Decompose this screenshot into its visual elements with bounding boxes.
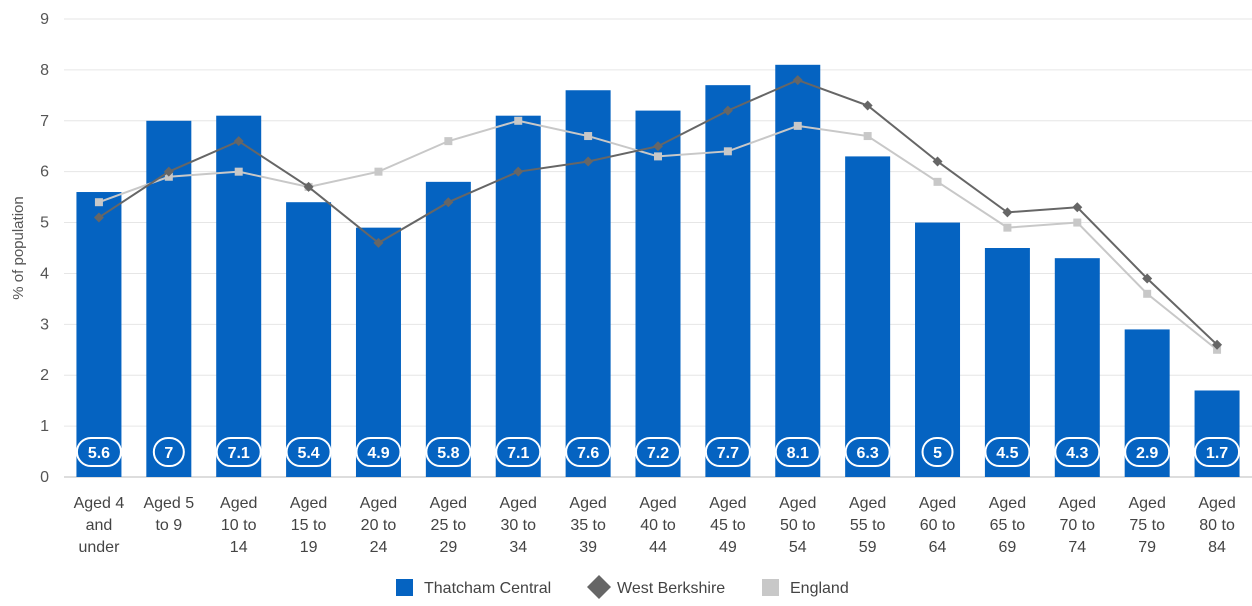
x-tick-label: Aged 4 and under (74, 495, 125, 556)
point-england (444, 137, 452, 145)
point-england (514, 117, 522, 125)
x-tick-label: Aged 30 to 34 (500, 495, 537, 556)
x-tick-label: Aged 15 to 19 (290, 495, 327, 556)
data-label: 7.1 (507, 445, 529, 462)
data-label: 5.8 (437, 445, 459, 462)
data-label: 7.7 (717, 445, 739, 462)
data-label: 5.4 (297, 445, 319, 462)
x-tick-label: Aged 10 to 14 (220, 495, 257, 556)
x-tick-label: Aged 80 to 84 (1198, 495, 1235, 556)
y-tick-label: 4 (40, 265, 49, 282)
y-tick-label: 8 (40, 62, 49, 79)
point-england (235, 168, 243, 176)
x-tick-label: Aged 40 to 44 (639, 495, 676, 556)
data-label: 5 (933, 445, 942, 462)
bar-thatcham-central (845, 156, 890, 477)
legend-label: Thatcham Central (424, 580, 551, 597)
y-tick-label: 1 (40, 418, 49, 435)
point-england (1003, 224, 1011, 232)
x-tick-label: Aged 35 to 39 (569, 495, 606, 556)
y-tick-label: 5 (40, 215, 49, 232)
point-england (724, 147, 732, 155)
point-england (864, 132, 872, 140)
bar-thatcham-central (76, 192, 121, 477)
data-label: 2.9 (1136, 445, 1158, 462)
point-england (934, 178, 942, 186)
legend-label: West Berkshire (617, 580, 725, 597)
point-england (654, 152, 662, 160)
x-tick-label: Aged 50 to 54 (779, 495, 816, 556)
x-tick-label: Aged 25 to 29 (430, 495, 467, 556)
data-label: 7 (164, 445, 173, 462)
data-label: 4.9 (367, 445, 389, 462)
data-label: 5.6 (88, 445, 110, 462)
legend-swatch (396, 579, 413, 596)
point-england (1143, 290, 1151, 298)
bar-thatcham-central (636, 111, 681, 477)
x-tick-label: Aged 60 to 64 (919, 495, 956, 556)
x-tick-label: Aged 65 to 69 (989, 495, 1026, 556)
bar-thatcham-central (566, 90, 611, 477)
y-tick-label: 6 (40, 164, 49, 181)
y-axis-title: % of population (10, 196, 27, 299)
y-tick-label: 7 (40, 113, 49, 130)
point-england (794, 122, 802, 130)
bar-thatcham-central (286, 202, 331, 477)
bar-thatcham-central (705, 85, 750, 477)
data-label: 6.3 (857, 445, 879, 462)
y-tick-label: 0 (40, 469, 49, 486)
x-tick-label: Aged 5 to 9 (143, 495, 194, 534)
data-label: 4.3 (1066, 445, 1088, 462)
data-label: 7.1 (228, 445, 250, 462)
data-label: 7.2 (647, 445, 669, 462)
point-england (1073, 219, 1081, 227)
x-tick-label: Aged 55 to 59 (849, 495, 886, 556)
x-tick-label: Aged 75 to 79 (1128, 495, 1165, 556)
point-england (374, 168, 382, 176)
legend-swatch (587, 575, 611, 599)
data-label: 1.7 (1206, 445, 1228, 462)
legend-swatch (762, 579, 779, 596)
y-tick-label: 2 (40, 367, 49, 384)
bar-thatcham-central (426, 182, 471, 477)
bar-layer (76, 65, 1239, 477)
x-tick-label: Aged 45 to 49 (709, 495, 746, 556)
legend: Thatcham Central West Berkshire England (396, 575, 849, 599)
x-tick-label: Aged 70 to 74 (1059, 495, 1096, 556)
axis-layer: % of population 0 1 2 3 4 5 6 7 8 9 Aged 4 and under… (10, 11, 1236, 556)
legend-label: England (790, 580, 849, 597)
y-tick-label: 9 (40, 11, 49, 28)
y-tick-label: 3 (40, 316, 49, 333)
point-england (584, 132, 592, 140)
data-label-layer: 5.6 7 7.1 5.4 4.9 5.8 7.1 7.6 7.2 7.7 8.1 6.3 5 4.5 4.… (77, 438, 1239, 466)
x-tick-label: Aged 20 to 24 (360, 495, 397, 556)
data-label: 7.6 (577, 445, 599, 462)
point-england (95, 198, 103, 206)
data-label: 4.5 (996, 445, 1018, 462)
data-label: 8.1 (787, 445, 809, 462)
